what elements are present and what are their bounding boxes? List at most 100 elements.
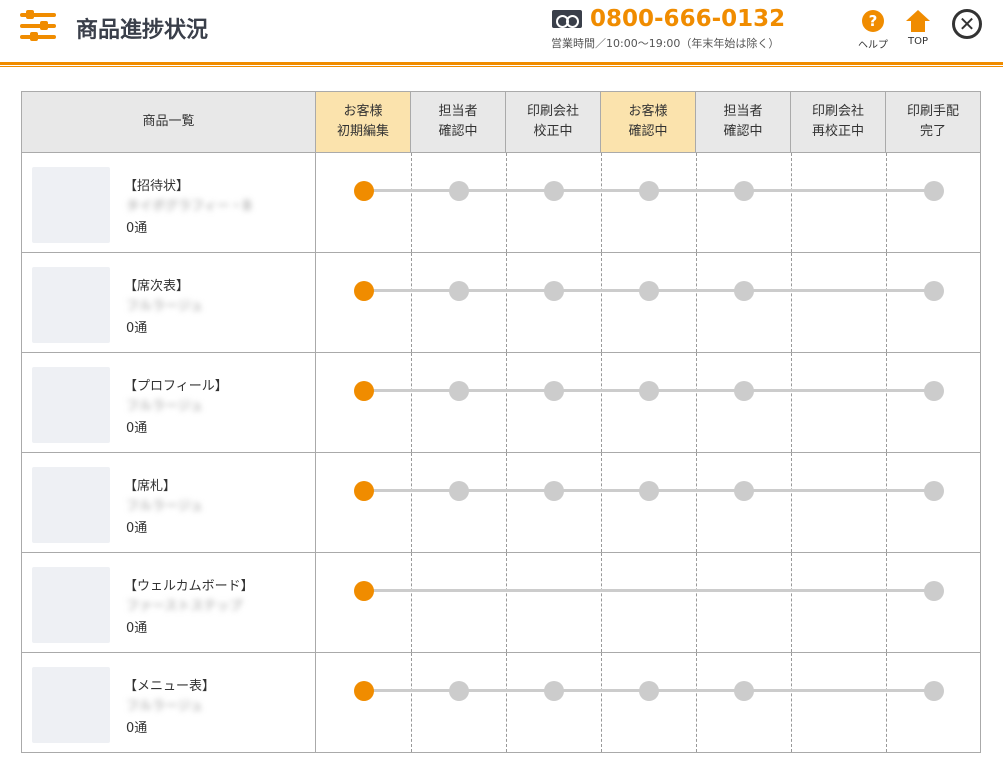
step-dot <box>638 681 659 701</box>
product-design: フルラージュ <box>126 499 203 514</box>
step-label-1: 担当者 <box>723 104 763 119</box>
product-list-header: 商品一覧 <box>21 91 316 153</box>
product-cell[interactable]: 【プロフィール】 フルラージュ 0通 <box>21 352 316 453</box>
close-button[interactable]: ✕ <box>952 9 982 39</box>
column-divider <box>506 453 507 552</box>
product-row: 【席次表】 フルラージュ 0通 <box>21 252 981 353</box>
column-divider <box>601 153 602 252</box>
step-dot <box>733 281 754 301</box>
progress-cell <box>315 552 981 653</box>
column-divider <box>411 653 412 752</box>
product-cell[interactable]: 【招待状】 タイポグラフィー・B 0通 <box>21 152 316 253</box>
column-divider <box>696 253 697 352</box>
step-label-1: 印刷会社 <box>526 104 579 119</box>
progress-cell <box>315 352 981 453</box>
product-name[interactable]: 【メニュー表】 <box>124 679 216 694</box>
column-divider <box>791 453 792 552</box>
product-name[interactable]: 【席札】 <box>124 479 177 494</box>
step-label-2: 確認中 <box>438 124 478 139</box>
step-dot <box>923 381 944 401</box>
step-header: 印刷会社 校正中 <box>505 91 601 153</box>
column-divider <box>696 453 697 552</box>
step-dot <box>638 481 659 501</box>
step-dot <box>638 181 659 201</box>
product-name[interactable]: 【プロフィール】 <box>124 379 228 394</box>
step-dot <box>448 281 469 301</box>
phone-text: 0800-666-0132 <box>590 6 786 32</box>
column-divider <box>791 353 792 452</box>
column-divider <box>791 653 792 752</box>
product-row: 【メニュー表】 フルラージュ 0通 <box>21 652 981 753</box>
step-dot <box>923 581 944 601</box>
step-dot <box>733 381 754 401</box>
column-divider <box>411 153 412 252</box>
product-cell[interactable]: 【席次表】 フルラージュ 0通 <box>21 252 316 353</box>
column-divider <box>601 553 602 652</box>
product-thumbnail <box>32 167 110 243</box>
step-header: 印刷会社 再校正中 <box>790 91 886 153</box>
top-button[interactable]: TOP <box>906 10 930 47</box>
current-step-dot <box>353 681 374 701</box>
phone-number[interactable]: 0800-666-0132 <box>552 6 785 32</box>
step-label-2: 確認中 <box>628 124 668 139</box>
step-header: 担当者 確認中 <box>410 91 506 153</box>
step-header: お客様 初期編集 <box>315 91 411 153</box>
step-header: お客様 確認中 <box>600 91 696 153</box>
product-name[interactable]: 【席次表】 <box>124 279 190 294</box>
product-design: フルラージュ <box>126 299 203 314</box>
header: 商品進捗状況 0800-666-0132 営業時間／10:00〜19:00（年末… <box>0 0 1003 62</box>
column-divider <box>791 253 792 352</box>
step-dot <box>733 681 754 701</box>
step-dot <box>638 381 659 401</box>
column-divider <box>506 553 507 652</box>
product-design: タイポグラフィー・B <box>126 199 252 214</box>
home-icon <box>906 10 930 32</box>
step-label-2: 初期編集 <box>336 124 389 139</box>
column-divider <box>696 553 697 652</box>
step-label-1: お客様 <box>628 104 668 119</box>
product-thumbnail <box>32 567 110 643</box>
progress-cell <box>315 252 981 353</box>
step-dot <box>448 481 469 501</box>
column-divider <box>506 653 507 752</box>
product-cell[interactable]: 【メニュー表】 フルラージュ 0通 <box>21 652 316 753</box>
step-label-1: 印刷手配 <box>906 104 959 119</box>
column-divider <box>791 553 792 652</box>
product-name[interactable]: 【招待状】 <box>124 179 190 194</box>
step-dot <box>638 281 659 301</box>
help-label: ヘルプ <box>858 40 888 51</box>
help-icon: ? <box>862 10 884 32</box>
step-dot <box>923 181 944 201</box>
top-label: TOP <box>907 36 928 47</box>
column-divider <box>601 453 602 552</box>
current-step-dot <box>353 281 374 301</box>
column-divider <box>601 253 602 352</box>
current-step-dot <box>353 481 374 501</box>
progress-track <box>363 589 934 592</box>
current-step-dot <box>353 381 374 401</box>
step-dot <box>923 281 944 301</box>
product-thumbnail <box>32 367 110 443</box>
product-cell[interactable]: 【席札】 フルラージュ 0通 <box>21 452 316 553</box>
column-divider <box>886 153 887 252</box>
product-cell[interactable]: 【ウェルカムボード】 ファーストステップ 0通 <box>21 552 316 653</box>
column-divider <box>696 653 697 752</box>
column-divider <box>696 353 697 452</box>
step-dot <box>448 681 469 701</box>
product-count: 0通 <box>126 321 148 336</box>
column-divider <box>506 353 507 452</box>
menu-icon[interactable] <box>20 10 56 42</box>
product-name[interactable]: 【ウェルカムボード】 <box>124 579 254 594</box>
step-dot <box>448 381 469 401</box>
column-divider <box>411 453 412 552</box>
freedial-icon <box>552 10 582 28</box>
product-count: 0通 <box>126 421 148 436</box>
current-step-dot <box>353 181 374 201</box>
product-count: 0通 <box>126 521 148 536</box>
column-divider <box>696 153 697 252</box>
step-header: 印刷手配 完了 <box>885 91 981 153</box>
step-label-2: 完了 <box>919 124 946 139</box>
product-row: 【ウェルカムボード】 ファーストステップ 0通 <box>21 552 981 653</box>
help-button[interactable]: ? ヘルプ <box>858 10 888 51</box>
product-design: ファーストステップ <box>126 599 243 614</box>
